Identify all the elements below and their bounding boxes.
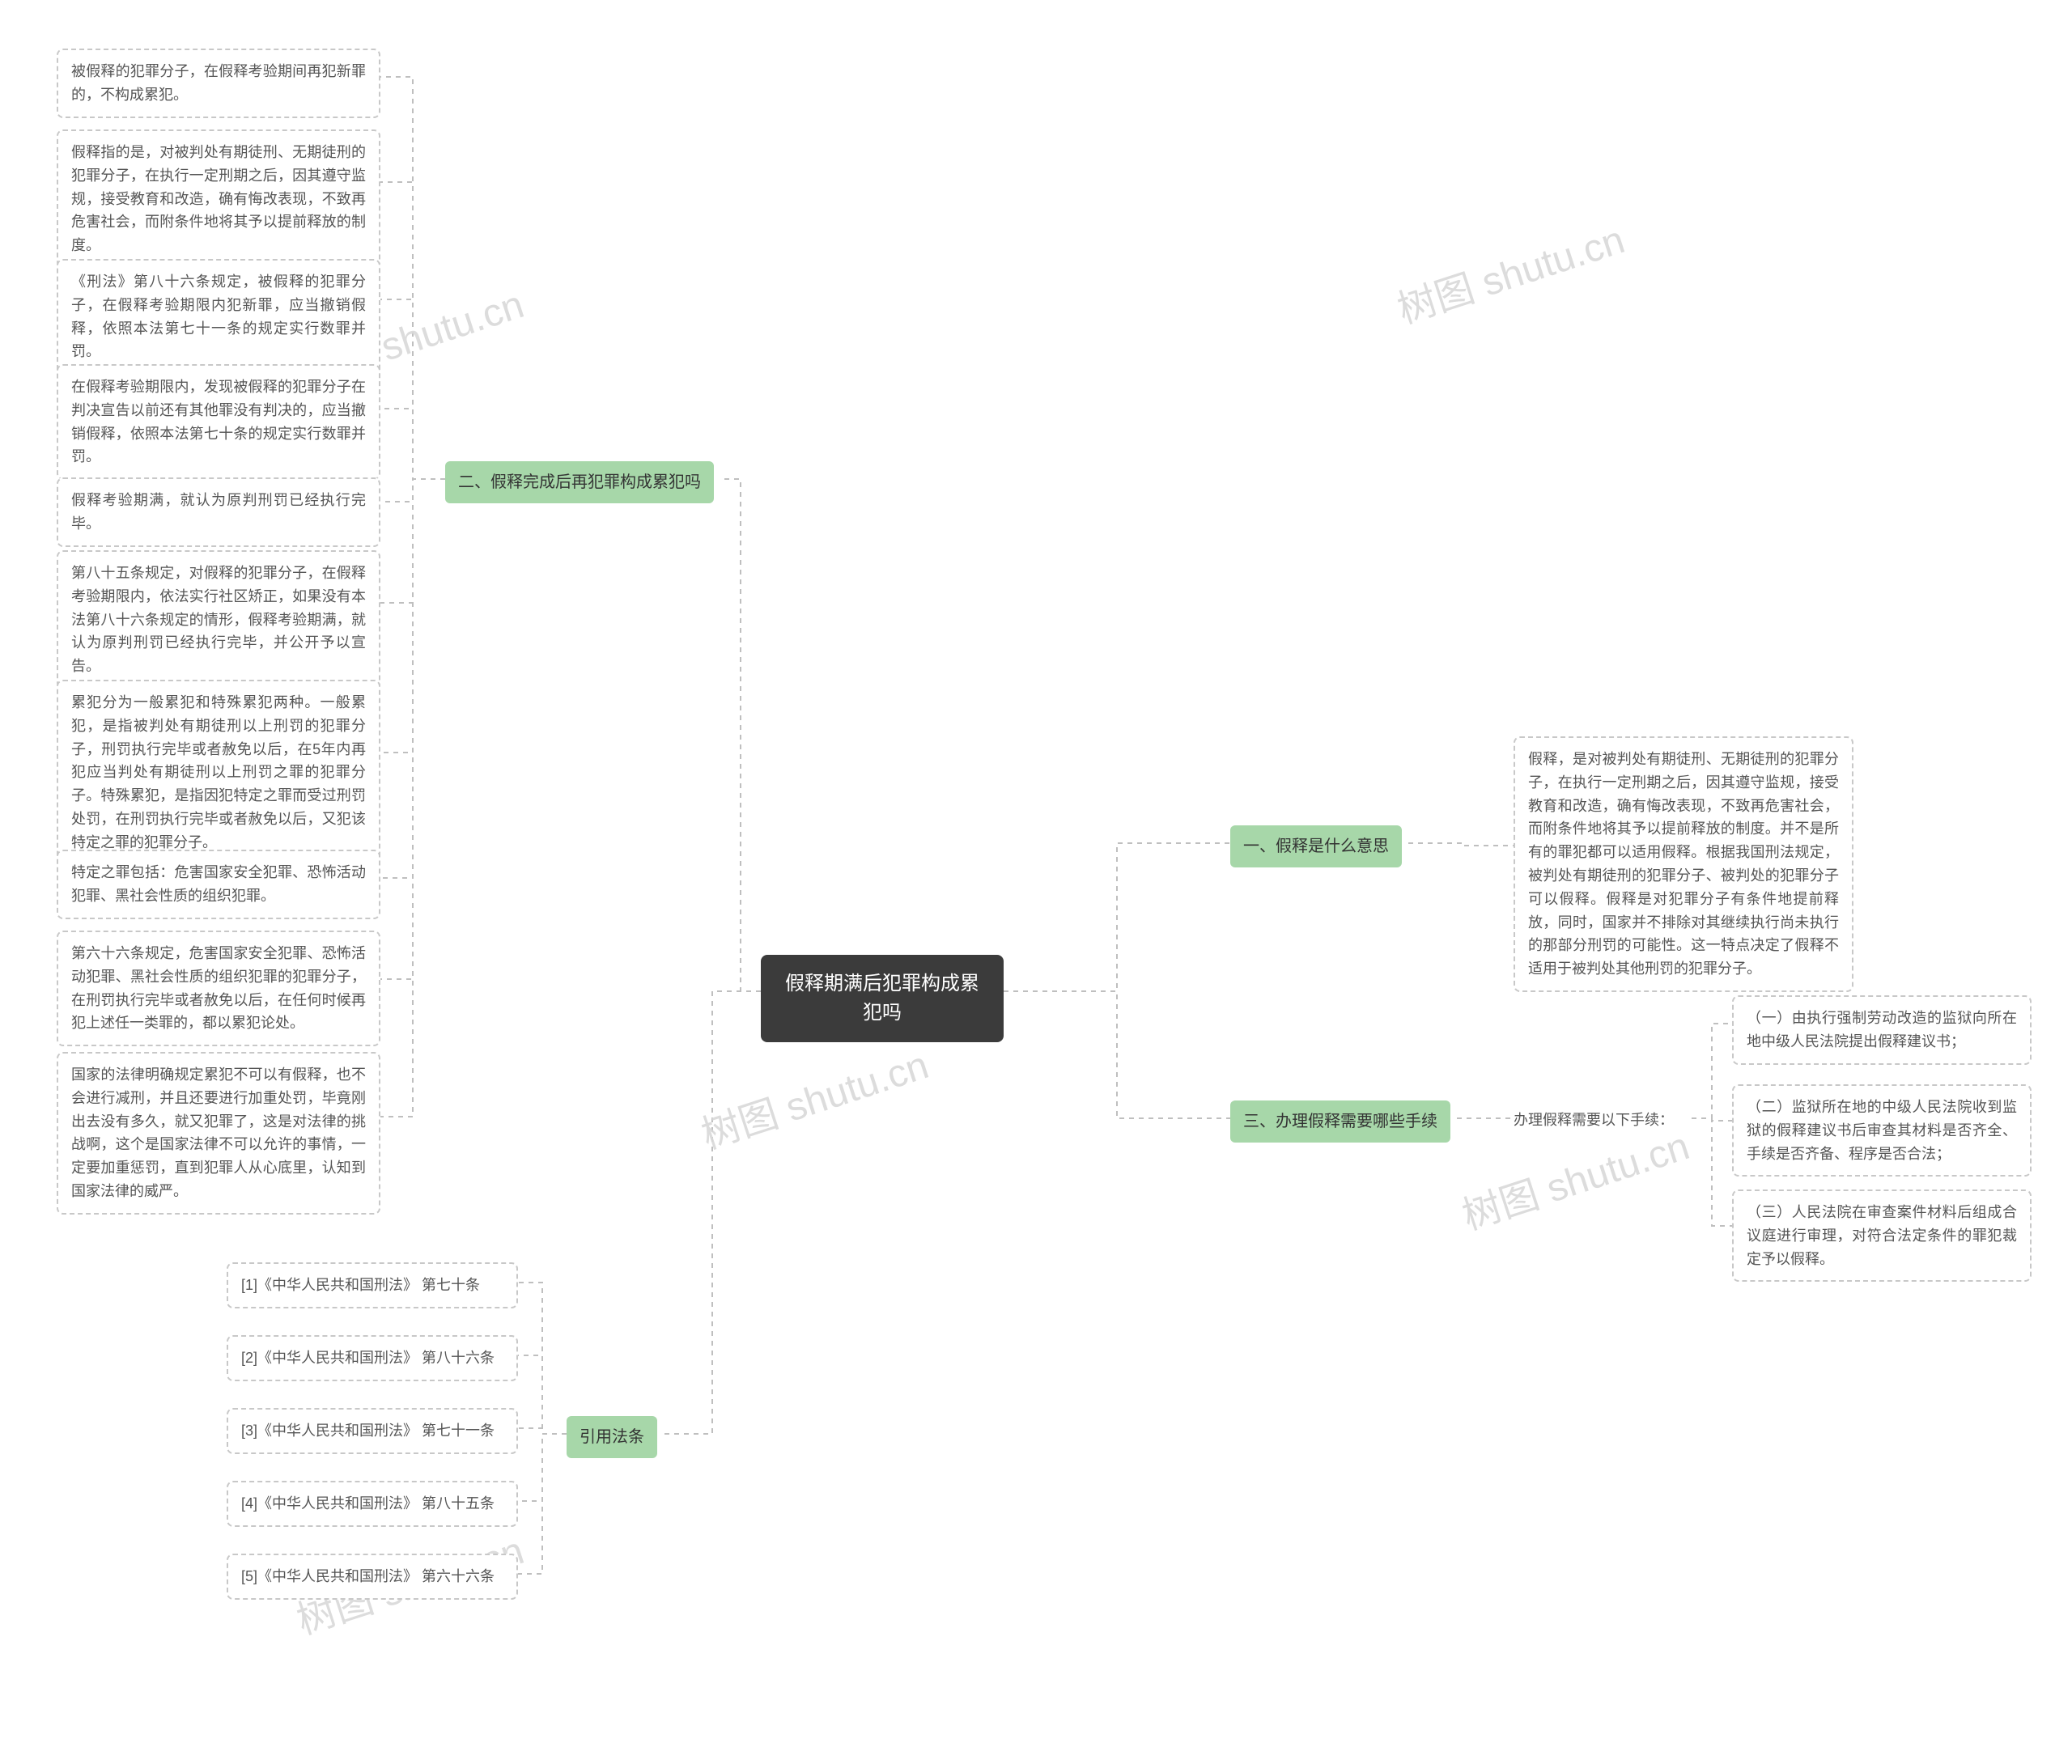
leaf-node: [3]《中华人民共和国刑法》 第七十一条 [227,1408,518,1454]
leaf-node: 被假释的犯罪分子，在假释考验期间再犯新罪的，不构成累犯。 [57,49,380,118]
leaf-node: 第八十五条规定，对假释的犯罪分子，在假释考验期限内，依法实行社区矫正，如果没有本… [57,550,380,689]
watermark: 树图 shutu.cn [1454,1114,1695,1240]
leaf-node: 假释，是对被判处有期徒刑、无期徒刑的犯罪分子，在执行一定刑期之后，因其遵守监规，… [1514,736,1853,992]
leaf-node: 在假释考验期限内，发现被假释的犯罪分子在判决宣告以前还有其他罪没有判决的，应当撤… [57,364,380,480]
leaf-node: 假释考验期满，就认为原判刑罚已经执行完毕。 [57,477,380,547]
branch-node: 引用法条 [567,1416,657,1458]
leaf-node: [4]《中华人民共和国刑法》 第八十五条 [227,1481,518,1527]
watermark: 树图 shutu.cn [1389,208,1630,334]
leaf-node: （二）监狱所在地的中级人民法院收到监狱的假释建议书后审查其材料是否齐全、手续是否… [1732,1084,2032,1177]
branch-node: 一、假释是什么意思 [1230,825,1402,867]
leaf-node: 累犯分为一般累犯和特殊累犯两种。一般累犯，是指被判处有期徒刑以上刑罚的犯罪分子，… [57,680,380,866]
branch-node: 三、办理假释需要哪些手续 [1230,1100,1450,1143]
leaf-node: 国家的法律明确规定累犯不可以有假释，也不会进行减刑，并且还要进行加重处罚，毕竟刚… [57,1052,380,1215]
leaf-node: 第六十六条规定，危害国家安全犯罪、恐怖活动犯罪、黑社会性质的组织犯罪的犯罪分子，… [57,931,380,1046]
branch-node: 二、假释完成后再犯罪构成累犯吗 [445,461,714,503]
leaf-node: [2]《中华人民共和国刑法》 第八十六条 [227,1335,518,1381]
mid-label: 办理假释需要以下手续： [1514,1109,1674,1132]
leaf-node: 假释指的是，对被判处有期徒刑、无期徒刑的犯罪分子，在执行一定刑期之后，因其遵守监… [57,129,380,269]
watermark: 树图 shutu.cn [693,1033,934,1160]
leaf-node: [1]《中华人民共和国刑法》 第七十条 [227,1262,518,1308]
leaf-node: 特定之罪包括：危害国家安全犯罪、恐怖活动犯罪、黑社会性质的组织犯罪。 [57,850,380,919]
leaf-node: 《刑法》第八十六条规定，被假释的犯罪分子，在假释考验期限内犯新罪，应当撤销假释，… [57,259,380,375]
leaf-node: （三）人民法院在审查案件材料后组成合议庭进行审理，对符合法定条件的罪犯裁定予以假… [1732,1189,2032,1282]
leaf-node: [5]《中华人民共和国刑法》 第六十六条 [227,1554,518,1600]
central-node: 假释期满后犯罪构成累犯吗 [761,955,1004,1042]
leaf-node: （一）由执行强制劳动改造的监狱向所在地中级人民法院提出假释建议书； [1732,995,2032,1065]
